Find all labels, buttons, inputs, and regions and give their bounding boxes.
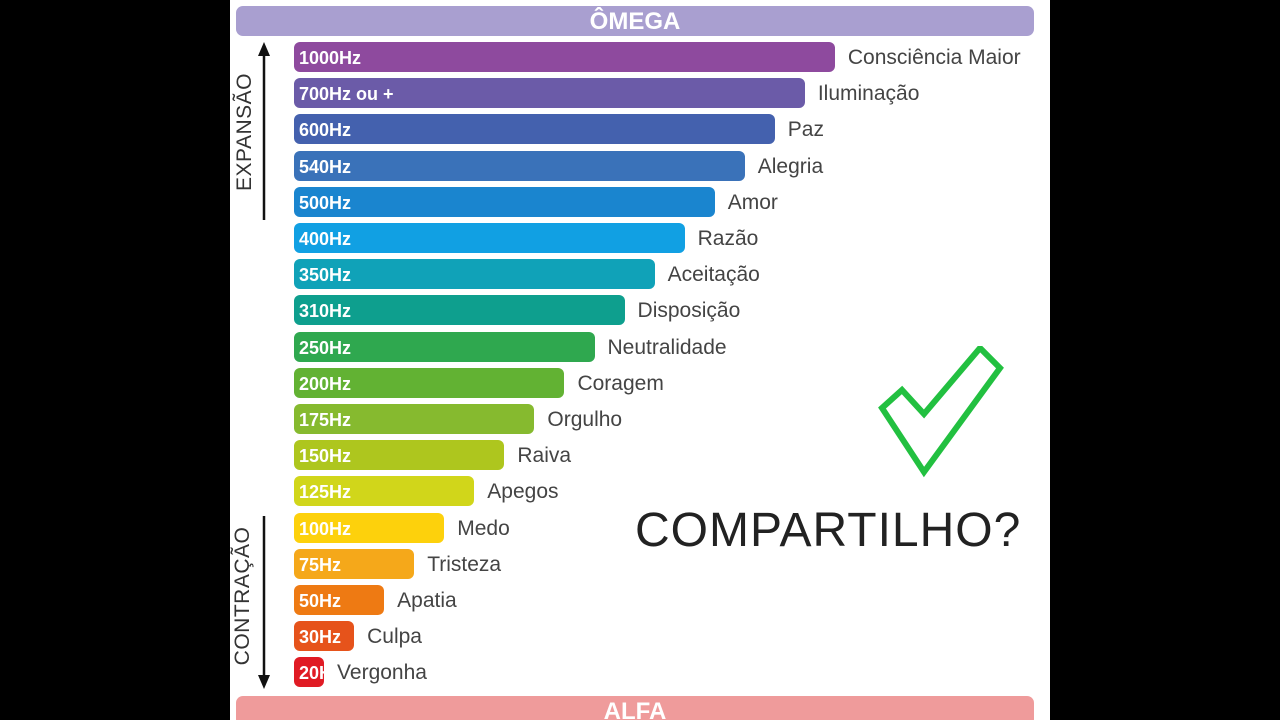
bar <box>294 295 625 326</box>
bar <box>294 585 385 615</box>
bar-level-label: Raiva <box>517 444 572 468</box>
bar <box>294 331 595 362</box>
bar-level-label: Orgulho <box>547 408 623 431</box>
bar <box>294 476 475 507</box>
bar <box>294 42 835 72</box>
bar-frequency-label: 30Hz <box>299 627 342 648</box>
bar-frequency-label: 700Hz ou + <box>299 84 394 105</box>
bar <box>294 114 775 145</box>
contraction-arrow-head <box>258 675 270 689</box>
bar-level-label: Amor <box>727 190 778 214</box>
expansion-arrow-head <box>258 42 270 56</box>
bar-level-label: Culpa <box>367 625 422 649</box>
question-text: COMPARTILHO? <box>635 504 1022 557</box>
bar-frequency-label: 125Hz <box>299 482 352 503</box>
bar-frequency-label: 75Hz <box>299 554 342 575</box>
bar <box>294 657 325 688</box>
bar-level-label: Razão <box>697 227 759 250</box>
bar-level-label: Medo <box>457 516 510 540</box>
bar-level-label: Tristeza <box>427 552 502 576</box>
bar-level-label: Vergonha <box>337 661 427 685</box>
bar-frequency-label: 50Hz <box>299 591 342 611</box>
bar-level-label: Consciência Maior <box>847 46 1021 69</box>
bar-level-label: Paz <box>787 118 824 142</box>
bar <box>294 150 745 181</box>
bar <box>294 367 565 398</box>
bar-level-label: Disposição <box>637 299 741 323</box>
bar-level-label: Aceitação <box>667 263 760 287</box>
bar-level-label: Alegria <box>757 154 824 178</box>
alfa-band: ALFA <box>236 696 1034 720</box>
bar-level-label: Apegos <box>487 480 559 504</box>
bar-frequency-label: 600Hz <box>299 120 352 141</box>
omega-band: ÔMEGA <box>236 6 1034 36</box>
chart-panel: ÔMEGA ALFA EXPANSÃO CONTRAÇÃO 1000Hz Cons… <box>230 0 1050 720</box>
bar-level-label: Neutralidade <box>607 335 727 359</box>
direction-arrows <box>258 42 270 689</box>
bar-level-label: Coragem <box>577 371 664 395</box>
bar-frequency-label: 200Hz <box>299 373 352 394</box>
bar-level-label: Apatia <box>397 589 457 612</box>
bar-chart: 1000Hz Consciência Maior 700Hz ou + Ilumina… <box>230 0 1050 720</box>
bar <box>294 404 535 434</box>
bar <box>294 78 805 109</box>
bar-frequency-label: 400Hz <box>299 229 352 249</box>
bar-frequency-label: 100Hz <box>299 518 352 539</box>
bar <box>294 548 415 579</box>
bar-level-label: Iluminação <box>817 82 920 106</box>
bar-frequency-label: 350Hz <box>299 265 352 286</box>
bar <box>294 621 355 652</box>
bar-frequency-label: 175Hz <box>299 410 352 430</box>
bar <box>294 259 655 290</box>
bar-frequency-label: 250Hz <box>299 337 352 358</box>
bar-frequency-label: 1000Hz <box>299 48 362 68</box>
bar <box>294 440 505 471</box>
bar-frequency-label: 540Hz <box>299 156 352 177</box>
bar <box>294 186 715 217</box>
bar-frequency-label: 150Hz <box>299 446 352 467</box>
bar <box>294 512 445 543</box>
bar-frequency-label: 310Hz <box>299 301 352 322</box>
check-icon <box>878 346 1004 478</box>
bar <box>294 223 685 253</box>
bar-frequency-label: 500Hz <box>299 192 352 213</box>
bar-frequency-label: 20Hz <box>299 663 342 684</box>
